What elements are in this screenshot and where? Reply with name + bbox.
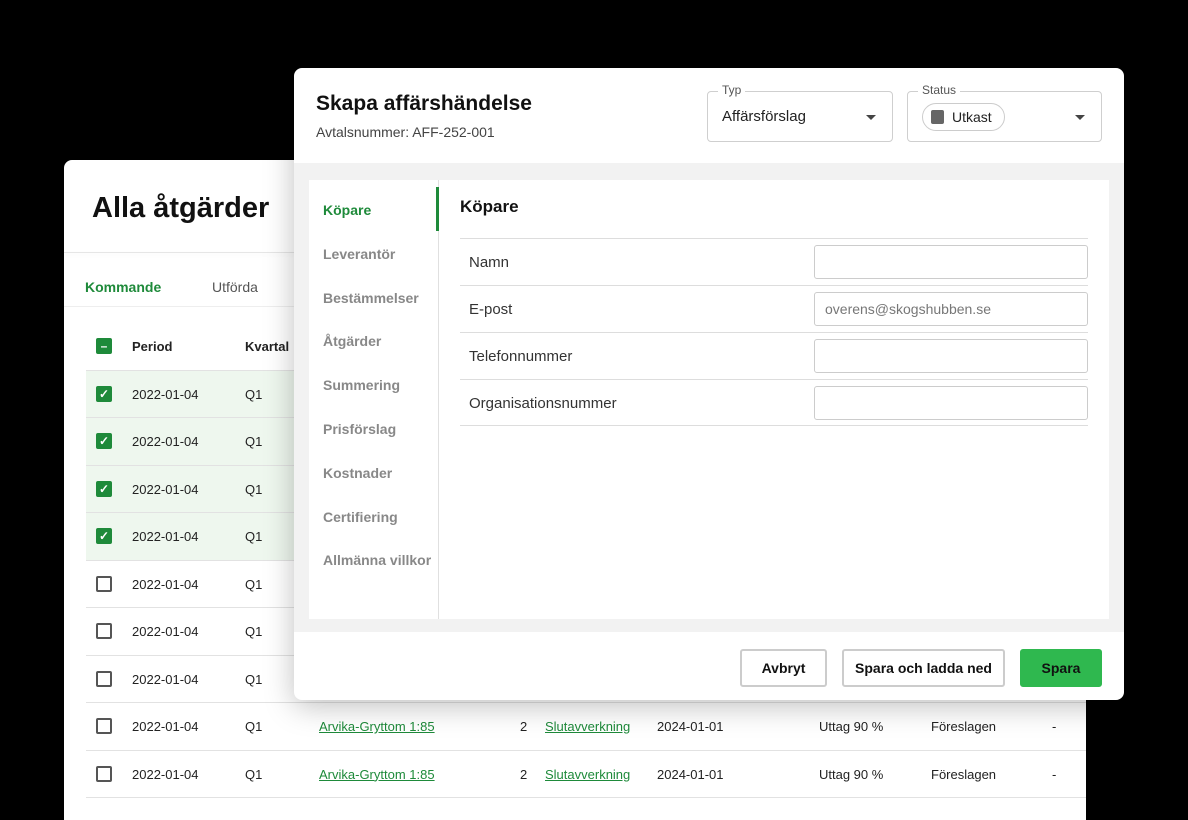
- active-indicator: [436, 187, 439, 231]
- col-kvartal: Kvartal: [245, 339, 290, 354]
- field-input[interactable]: [814, 292, 1088, 326]
- nav-item-7[interactable]: Certifiering: [323, 508, 398, 525]
- kvartal: Q1: [245, 576, 263, 592]
- row-checkbox[interactable]: [96, 575, 112, 592]
- date: 2024-01-01: [657, 766, 724, 782]
- row-checkbox[interactable]: [96, 623, 112, 639]
- section-title: Köpare: [460, 197, 519, 216]
- extra: -: [1052, 766, 1057, 782]
- status-value: Utkast: [952, 109, 992, 125]
- col-period: Period: [132, 339, 173, 354]
- form-panel: Köpare Leverantör Bestämmelser Åtgärder Summ…: [309, 180, 1109, 619]
- nav-item-1[interactable]: Leverantör: [323, 245, 396, 262]
- period: 2022-01-04: [132, 576, 199, 592]
- form-row: E-post overens@skogshubben.se: [460, 285, 1088, 332]
- field-label: Telefonnummer: [469, 348, 573, 365]
- row-checkbox[interactable]: ✓: [96, 480, 112, 497]
- field-input[interactable]: [814, 245, 1088, 279]
- document-icon: [931, 110, 944, 124]
- nav-item-0[interactable]: Köpare: [323, 202, 372, 218]
- status-select[interactable]: Status Utkast: [907, 83, 1102, 142]
- field-label: E-post: [469, 301, 513, 318]
- save-and-download-button[interactable]: Spara och ladda ned: [842, 649, 1005, 687]
- field-input[interactable]: [814, 339, 1088, 373]
- save-button[interactable]: Spara: [1020, 649, 1102, 687]
- row-checkbox[interactable]: [96, 765, 112, 782]
- row-checkbox[interactable]: ✓: [96, 433, 112, 449]
- nav-item-4[interactable]: Summering: [323, 377, 401, 394]
- period: 2022-01-04: [132, 719, 199, 734]
- kvartal: Q1: [245, 671, 263, 687]
- kvartal: Q1: [245, 529, 263, 544]
- period: 2022-01-04: [132, 481, 199, 497]
- table-row[interactable]: 2022-01-04 Q1 Arvika-Gryttom 1:85 2 Sluta…: [86, 703, 1086, 751]
- create-business-event-dialog: Skapa affärshändelse Avtalsnummer: AFF-2…: [294, 68, 1124, 700]
- action-link[interactable]: Slutavverkning: [545, 766, 631, 782]
- property-link[interactable]: Arvika-Gryttom 1:85: [319, 719, 435, 734]
- type-value: Affärsförslag: [722, 108, 806, 125]
- row-checkbox[interactable]: [96, 670, 112, 687]
- status-label: Status: [918, 83, 961, 97]
- period: 2022-01-04: [132, 624, 199, 639]
- status: Föreslagen: [931, 719, 997, 734]
- period: 2022-01-04: [132, 434, 199, 449]
- select-all-checkbox[interactable]: –: [96, 338, 112, 354]
- field-label: Namn: [469, 254, 510, 271]
- dialog-body: Köpare Leverantör Bestämmelser Åtgärder Summ…: [294, 163, 1124, 632]
- kvartal: Q1: [245, 386, 263, 402]
- extra: -: [1052, 719, 1057, 734]
- nav-item-5[interactable]: Prisförslag: [323, 421, 397, 437]
- cancel-button[interactable]: Avbryt: [740, 649, 827, 687]
- nav-item-2[interactable]: Bestämmelser: [323, 289, 419, 306]
- section-nav: Köpare Leverantör Bestämmelser Åtgärder Summ…: [309, 180, 439, 619]
- dialog-title: Skapa affärshändelse: [316, 92, 532, 115]
- field-label: Organisationsnummer: [469, 395, 617, 412]
- tab-kommande[interactable]: Kommande: [85, 279, 162, 295]
- page-title: Alla åtgärder: [92, 192, 270, 224]
- kvartal: Q1: [245, 624, 263, 639]
- nav-item-8[interactable]: Allmänna villkor: [323, 552, 432, 569]
- tab-utforda[interactable]: Utförda: [212, 279, 258, 295]
- period: 2022-01-04: [132, 529, 199, 544]
- row-checkbox[interactable]: ✓: [96, 385, 112, 402]
- uttag: Uttag 90 %: [819, 719, 884, 734]
- property-link[interactable]: Arvika-Gryttom 1:85: [319, 766, 435, 782]
- date: 2024-01-01: [657, 719, 724, 734]
- kvartal: Q1: [245, 481, 263, 497]
- row-checkbox[interactable]: ✓: [96, 528, 112, 544]
- type-select[interactable]: Typ Affärsförslag: [707, 83, 893, 142]
- number: 2: [520, 719, 528, 734]
- status-chip: Utkast: [922, 103, 1005, 131]
- nav-item-3[interactable]: Åtgärder: [323, 333, 382, 350]
- action-link[interactable]: Slutavverkning: [545, 719, 631, 734]
- period: 2022-01-04: [132, 766, 199, 782]
- contract-number: Avtalsnummer: AFF-252-001: [316, 124, 495, 140]
- uttag: Uttag 90 %: [819, 766, 884, 782]
- table-row[interactable]: 2022-01-04 Q1 Arvika-Gryttom 1:85 2 Sluta…: [86, 751, 1086, 798]
- kvartal: Q1: [245, 766, 263, 782]
- dialog-footer: Avbryt Spara och ladda ned Spara: [294, 632, 1124, 700]
- kvartal: Q1: [245, 434, 263, 449]
- period: 2022-01-04: [132, 386, 199, 402]
- form-row: Organisationsnummer: [460, 379, 1088, 426]
- type-label: Typ: [718, 83, 746, 97]
- form-row: Telefonnummer: [460, 332, 1088, 379]
- row-checkbox[interactable]: [96, 718, 112, 734]
- status: Föreslagen: [931, 766, 997, 782]
- field-input[interactable]: [814, 386, 1088, 420]
- table-row[interactable]: 2022-01-04 Q1: [86, 656, 1086, 703]
- nav-item-6[interactable]: Kostnader: [323, 464, 393, 481]
- number: 2: [520, 766, 528, 782]
- caret-down-icon: [1075, 115, 1085, 120]
- form-row: Namn: [460, 238, 1088, 285]
- period: 2022-01-04: [132, 671, 199, 687]
- caret-down-icon: [866, 115, 876, 120]
- kvartal: Q1: [245, 719, 263, 734]
